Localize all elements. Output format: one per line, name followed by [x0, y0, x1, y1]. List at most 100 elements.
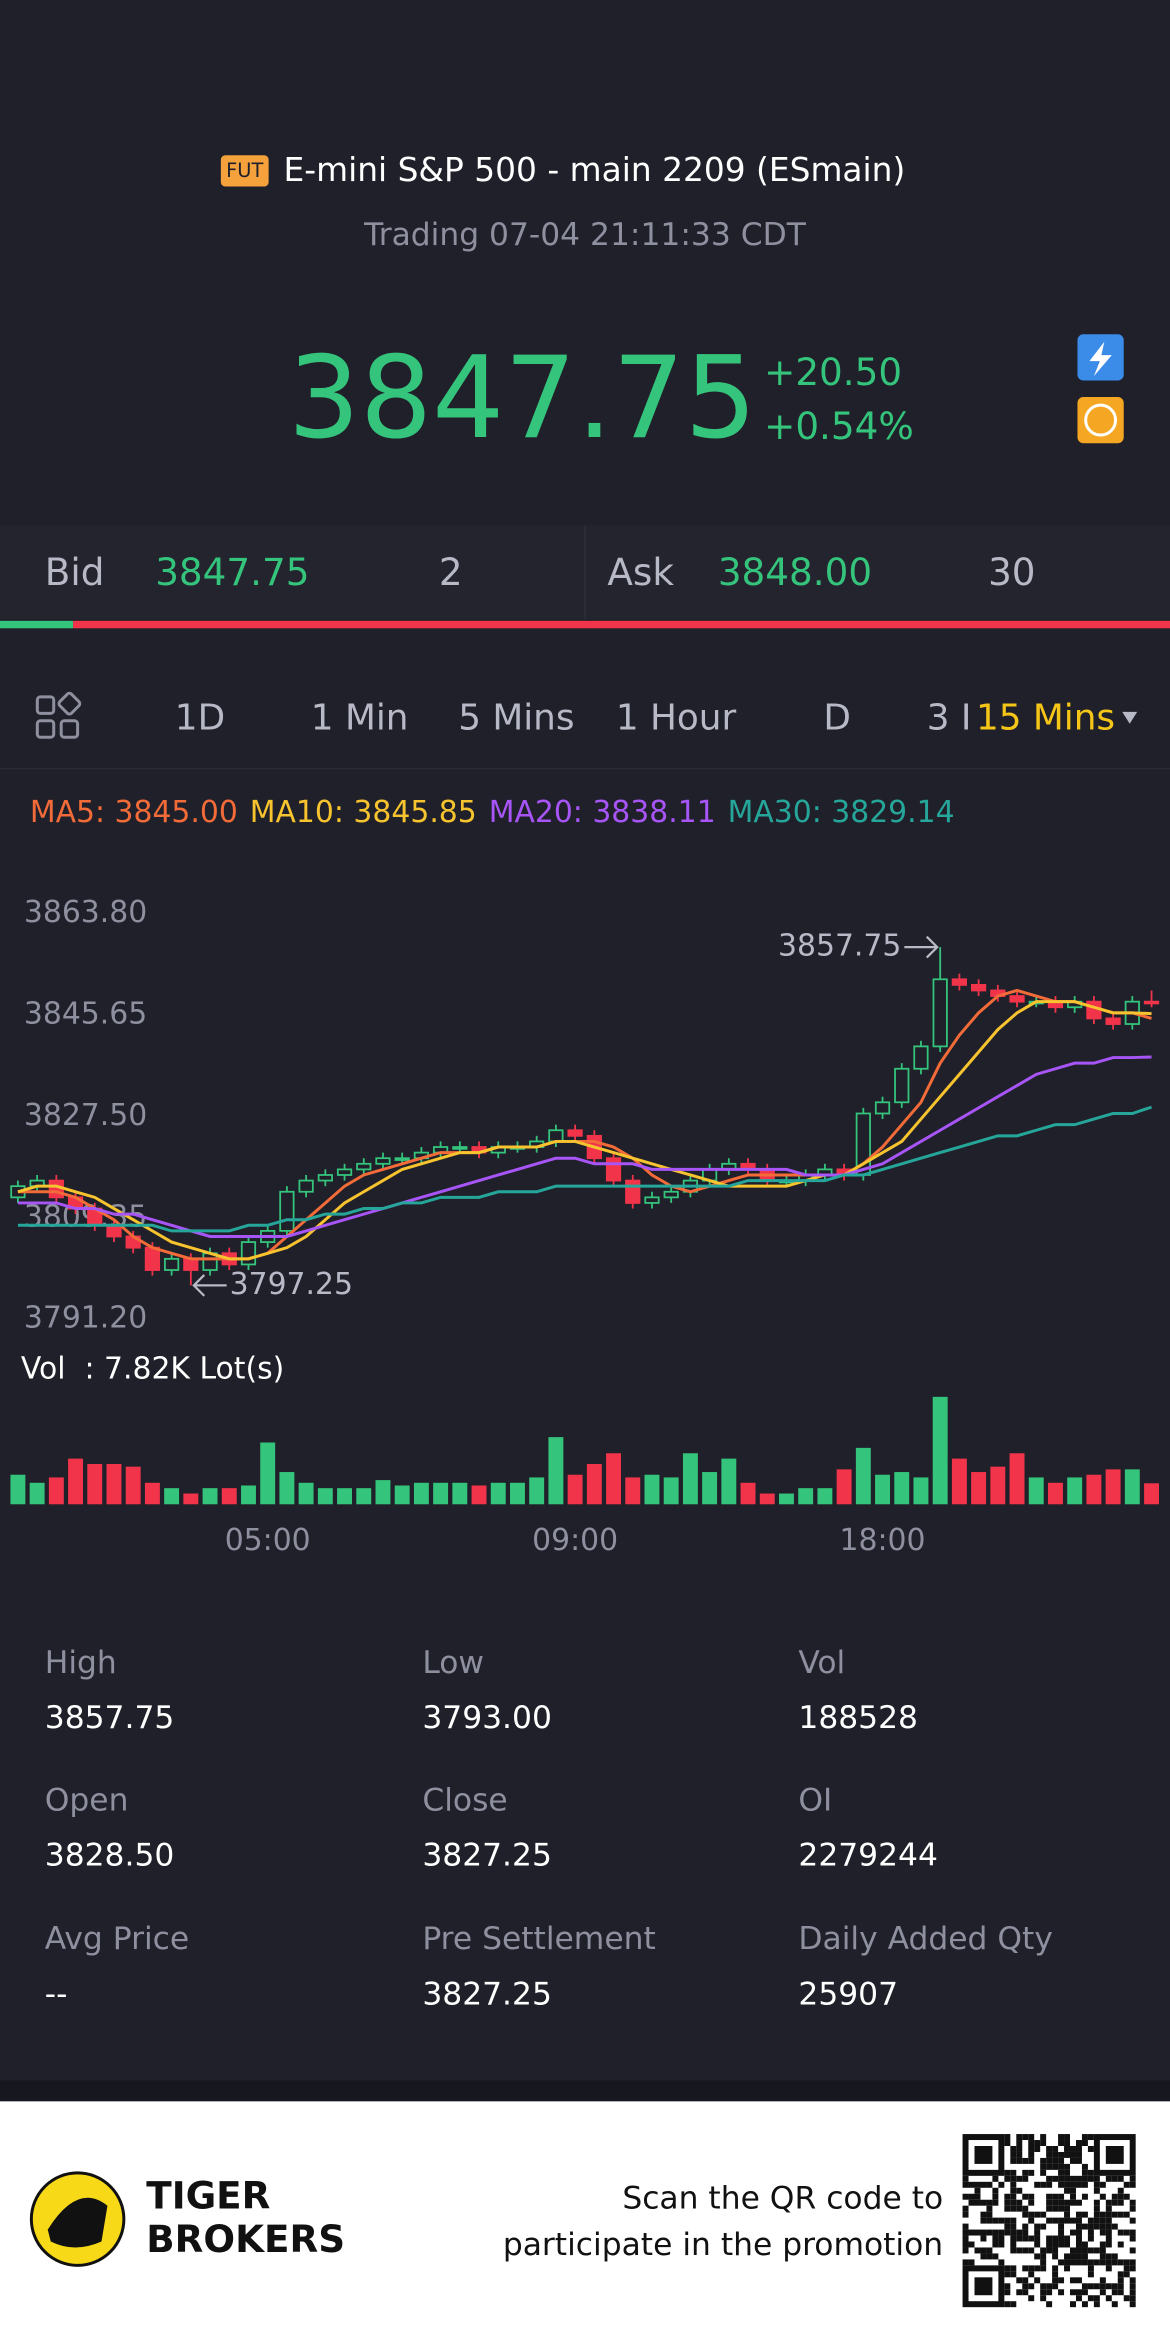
grid-icon[interactable] — [35, 691, 82, 739]
qr-cell — [1070, 2289, 1076, 2296]
qr-cell — [1022, 2205, 1029, 2212]
qr-cell — [1046, 2241, 1053, 2248]
tab[interactable]: 1 Min — [311, 697, 409, 738]
qr-cell — [1070, 2277, 1076, 2284]
badge: FUT — [226, 159, 263, 182]
qr-cell — [1105, 2241, 1112, 2248]
dollar-glyph — [1084, 403, 1118, 437]
qr-cell — [1058, 2163, 1065, 2170]
qr-cell — [1040, 2157, 1047, 2164]
qr-cell — [1016, 2151, 1023, 2158]
qr-cell — [1070, 2157, 1076, 2164]
qr-cell — [1040, 2265, 1047, 2272]
qr-cell — [1093, 2181, 1100, 2188]
qr-cell — [992, 2199, 999, 2206]
qr-cell — [968, 2199, 975, 2206]
volume-bar — [875, 1474, 890, 1505]
qr-cell — [1028, 2169, 1035, 2176]
qr-cell — [1016, 2235, 1023, 2242]
qr-cell — [1052, 2193, 1059, 2200]
qr-cell — [1010, 2169, 1017, 2176]
tab[interactable]: 1D — [175, 697, 225, 738]
qr-cell — [1129, 2199, 1136, 2206]
candle-body — [375, 1157, 391, 1165]
qr-cell — [1099, 2247, 1106, 2254]
qr-finder — [962, 2134, 1005, 2176]
tab[interactable]: 3 I — [927, 697, 972, 738]
qr-cell — [1058, 2259, 1065, 2266]
volume-bar — [29, 1482, 45, 1505]
qr-cell — [986, 2211, 993, 2218]
qr-cell — [1058, 2140, 1065, 2146]
dropdown-arrow[interactable] — [1122, 711, 1138, 724]
qr-cell — [992, 2193, 999, 2200]
footer-strip — [0, 2080, 1170, 2102]
qr-cell — [1129, 2289, 1136, 2296]
qr-cell — [1075, 2259, 1082, 2266]
qr-cell — [1117, 2193, 1124, 2200]
qr-cell — [1111, 2259, 1118, 2266]
qr-cell — [1034, 2277, 1041, 2284]
qr-cell — [1058, 2193, 1065, 2200]
x-tick-label: 18:00 — [840, 1523, 926, 1558]
qr-cell — [962, 2205, 969, 2212]
qr-cell — [1129, 2175, 1136, 2182]
qr-cell — [980, 2211, 987, 2218]
volume-bar — [221, 1488, 237, 1505]
qr-cell — [1081, 2241, 1088, 2248]
qr-cell — [1070, 2229, 1076, 2236]
qr-cell — [1058, 2223, 1065, 2230]
volume-bar — [817, 1488, 833, 1505]
volume-bar — [1009, 1453, 1025, 1505]
qr-cell — [1123, 2259, 1130, 2266]
qr-cell — [1010, 2199, 1017, 2206]
qr-cell — [1093, 2301, 1100, 2308]
qr-cell — [1022, 2211, 1029, 2218]
qr-cell — [1093, 2175, 1100, 2182]
qr-cell — [1016, 2175, 1023, 2182]
qr-cell — [1064, 2163, 1071, 2170]
qr-cell — [1081, 2175, 1088, 2182]
qr-cell — [1052, 2253, 1059, 2260]
tab[interactable]: 1 Hour — [616, 697, 737, 738]
selected-tab[interactable]: 15 Mins — [976, 697, 1115, 738]
qr-cell — [1129, 2217, 1136, 2224]
y-tick-label: 3863.80 — [24, 895, 147, 930]
qr-cell — [1111, 2253, 1118, 2260]
qr-cell — [1004, 2265, 1011, 2272]
volume-bar — [1067, 1477, 1083, 1505]
qr-cell — [1010, 2241, 1017, 2248]
qr-finder-core — [974, 2145, 993, 2164]
change-pct: +0.54% — [764, 404, 914, 448]
tab[interactable]: 5 Mins — [458, 697, 574, 738]
qr-cell — [1040, 2253, 1047, 2260]
candle-body — [1143, 1000, 1160, 1005]
qr-finder — [1093, 2134, 1136, 2176]
qr-cell — [1022, 2277, 1029, 2284]
qr-finder-core — [1105, 2145, 1124, 2164]
qr-cell — [1016, 2187, 1023, 2194]
volume-bar — [471, 1485, 487, 1505]
qr-cell — [1040, 2289, 1047, 2296]
qr-cell — [980, 2229, 987, 2236]
qr-cell — [1046, 2181, 1053, 2188]
qr-cell — [1070, 2175, 1076, 2182]
qr-cell — [1058, 2134, 1065, 2141]
qr-cell — [1010, 2217, 1017, 2224]
qr-cell — [1123, 2265, 1130, 2272]
qr-cell — [1093, 2295, 1100, 2302]
qr-cell — [968, 2229, 975, 2236]
qr-cell — [1105, 2223, 1112, 2230]
candle-body — [183, 1257, 199, 1271]
qr-cell — [1040, 2169, 1047, 2176]
qr-cell — [1123, 2295, 1130, 2302]
volume-bar — [433, 1482, 449, 1505]
tab[interactable]: D — [823, 697, 851, 738]
qr-cell — [1058, 2199, 1065, 2206]
qr-cell — [962, 2223, 969, 2230]
brand-1: TIGER — [146, 2174, 270, 2218]
qr-cell — [1046, 2163, 1053, 2170]
qr-cell — [1105, 2229, 1112, 2236]
qr-cell — [1046, 2205, 1053, 2212]
